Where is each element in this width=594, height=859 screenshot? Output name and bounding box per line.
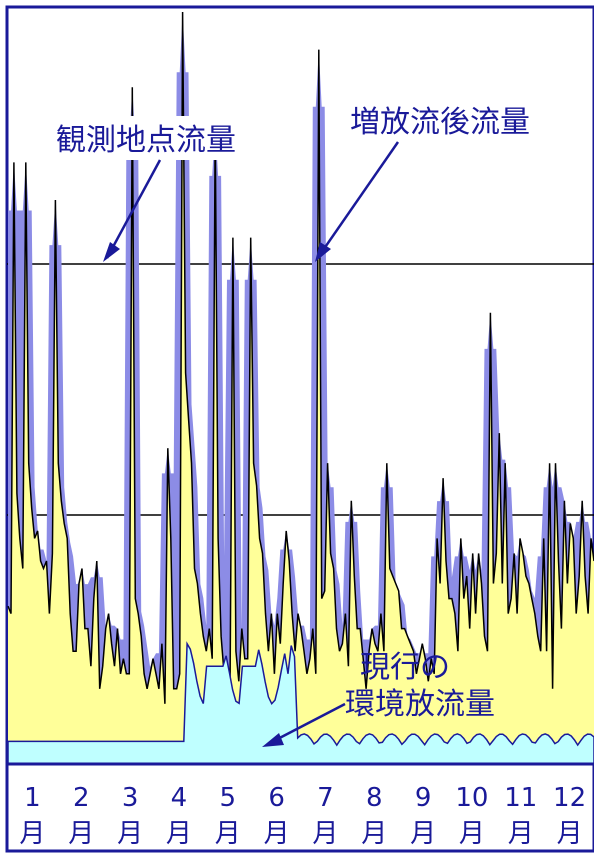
observed-flow-line [7, 11, 594, 704]
month-unit-label: 月 [508, 819, 534, 849]
annotation-increased-arrowhead [315, 242, 331, 262]
month-tick-label: 6 [268, 783, 285, 813]
month-unit-label: 月 [215, 819, 241, 849]
annotation-current-line1: 現行の [360, 650, 450, 685]
month-unit-label: 月 [312, 819, 338, 849]
annotation-current-arrow [267, 702, 346, 746]
month-unit-label: 月 [459, 819, 485, 849]
annotation-increased-bg [346, 98, 576, 142]
annotation-observed-arrow [105, 159, 162, 259]
month-unit-label: 月 [68, 819, 94, 849]
month-tick-label: 3 [122, 783, 139, 813]
annotation-increased-arrow [317, 141, 400, 257]
annotations: 観測地点流量 増放流後流量 現行の 環境放流量 [50, 98, 576, 747]
month-unit-label: 月 [117, 819, 143, 849]
annotation-observed: 観測地点流量 [56, 123, 236, 158]
observed-flow-area [8, 12, 594, 764]
annotation-current-arrowhead [262, 733, 284, 747]
month-unit-label: 月 [19, 819, 45, 849]
annotation-observed-bg [50, 116, 282, 160]
plot-area [7, 11, 594, 765]
month-tick-label: 5 [220, 783, 237, 813]
month-unit-label: 月 [264, 819, 290, 849]
month-tick-label: 8 [366, 783, 383, 813]
month-tick-label: 1 [24, 783, 41, 813]
month-tick-label: 4 [171, 783, 188, 813]
month-tick-label: 11 [504, 783, 537, 813]
annotation-increased: 増放流後流量 [350, 105, 530, 140]
annotation-current-line2: 環境放流量 [345, 687, 495, 722]
month-tick-label: 7 [317, 783, 334, 813]
month-unit-label: 月 [410, 819, 436, 849]
month-tick-label: 12 [553, 783, 586, 813]
month-tick-label: 9 [415, 783, 432, 813]
current-environmental-flow-area [7, 641, 594, 765]
month-tick-label: 10 [455, 783, 488, 813]
month-unit-label: 月 [361, 819, 387, 849]
annotation-observed-arrowhead [103, 242, 120, 262]
month-unit-label: 月 [557, 819, 583, 849]
month-unit-label: 月 [166, 819, 192, 849]
month-tick-label: 2 [73, 783, 90, 813]
